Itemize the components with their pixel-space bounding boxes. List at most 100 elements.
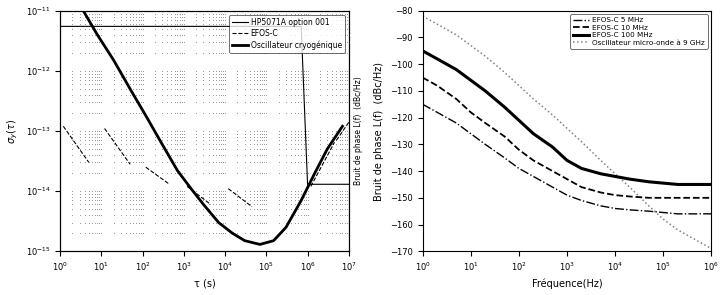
HP5071A option 001: [158, 24, 167, 28]
EFOS-C 10 MHz: [692, 196, 701, 200]
Oscillateur cryogénique: [297, 199, 305, 202]
EFOS-C 5 MHz: [500, 156, 509, 160]
EFOS-C 100 MHz: [659, 181, 668, 185]
EFOS-C 100 MHz: [481, 89, 489, 93]
Oscillateur cryogénique: [158, 142, 167, 146]
EFOS-C 100 MHz: [563, 159, 571, 162]
Oscillateur micro-onde à 9 GHz: [577, 140, 586, 143]
Oscillateur cryogénique: [80, 12, 89, 15]
EFOS-C 100 MHz: [418, 49, 427, 53]
HP5071A option 001: [180, 24, 189, 28]
EFOS-C 10 MHz: [645, 196, 653, 200]
EFOS-C 100 MHz: [529, 132, 538, 135]
Oscillateur cryogénique: [109, 58, 118, 62]
Oscillateur micro-onde à 9 GHz: [692, 239, 701, 242]
EFOS-C 100 MHz: [625, 177, 634, 181]
Line: EFOS-C 5 MHz: EFOS-C 5 MHz: [423, 104, 711, 214]
EFOS-C 10 MHz: [500, 135, 509, 138]
Oscillateur cryogénique: [141, 114, 150, 117]
Oscillateur micro-onde à 9 GHz: [707, 247, 716, 250]
EFOS-C 10 MHz: [610, 194, 619, 197]
EFOS-C 5 MHz: [610, 207, 619, 210]
Y-axis label: $\sigma_y(\tau)$: $\sigma_y(\tau)$: [6, 119, 20, 144]
HP5071A option 001: [199, 24, 208, 28]
X-axis label: τ (s): τ (s): [194, 279, 215, 289]
EFOS-C 100 MHz: [610, 175, 619, 178]
HP5071A option 001: [220, 24, 229, 28]
EFOS-C 10 MHz: [452, 97, 460, 101]
Oscillateur micro-onde à 9 GHz: [481, 54, 489, 58]
EFOS-C 10 MHz: [577, 185, 586, 189]
Oscillateur micro-onde à 9 GHz: [418, 14, 427, 18]
EFOS-C 100 MHz: [548, 145, 557, 149]
Legend: HP5071A option 001, EFOS-C, Oscillateur cryogénique: HP5071A option 001, EFOS-C, Oscillateur …: [229, 14, 345, 53]
Oscillateur micro-onde à 9 GHz: [500, 71, 509, 74]
Oscillateur cryogénique: [199, 203, 208, 206]
EFOS-C 5 MHz: [645, 209, 653, 213]
EFOS-C 5 MHz: [418, 103, 427, 106]
EFOS-C 100 MHz: [597, 172, 605, 176]
Oscillateur micro-onde à 9 GHz: [625, 185, 634, 189]
HP5071A option 001: [297, 24, 305, 28]
Oscillateur micro-onde à 9 GHz: [610, 172, 619, 176]
Legend: EFOS-C 5 MHz, EFOS-C 10 MHz, EFOS-C 100 MHz, Oscillateur micro-onde à 9 GHz: EFOS-C 5 MHz, EFOS-C 10 MHz, EFOS-C 100 …: [571, 14, 708, 49]
EFOS-C 100 MHz: [692, 183, 701, 186]
X-axis label: Fréquence(Hz): Fréquence(Hz): [531, 279, 602, 289]
Oscillateur micro-onde à 9 GHz: [452, 33, 460, 37]
EFOS-C: [59, 124, 67, 128]
EFOS-C: [85, 161, 94, 164]
EFOS-C 10 MHz: [418, 76, 427, 79]
Line: Oscillateur micro-onde à 9 GHz: Oscillateur micro-onde à 9 GHz: [423, 16, 711, 249]
HP5071A option 001: [117, 24, 125, 28]
Oscillateur cryogénique: [173, 169, 182, 172]
EFOS-C 10 MHz: [659, 196, 668, 200]
EFOS-C 10 MHz: [563, 177, 571, 181]
Oscillateur micro-onde à 9 GHz: [515, 84, 523, 87]
EFOS-C 10 MHz: [707, 196, 716, 200]
EFOS-C 5 MHz: [563, 194, 571, 197]
EFOS-C 5 MHz: [452, 121, 460, 125]
EFOS-C 5 MHz: [577, 199, 586, 202]
EFOS-C 10 MHz: [515, 148, 523, 152]
Oscillateur cryogénique: [241, 239, 249, 242]
HP5071A option 001: [138, 24, 147, 28]
EFOS-C 10 MHz: [481, 121, 489, 125]
Line: EFOS-C 100 MHz: EFOS-C 100 MHz: [423, 51, 711, 184]
Oscillateur micro-onde à 9 GHz: [433, 22, 442, 26]
Oscillateur cryogénique: [187, 187, 196, 190]
HP5071A option 001: [75, 24, 84, 28]
Line: Oscillateur cryogénique: Oscillateur cryogénique: [60, 0, 342, 245]
EFOS-C 5 MHz: [548, 185, 557, 189]
EFOS-C 5 MHz: [433, 111, 442, 114]
Oscillateur micro-onde à 9 GHz: [597, 159, 605, 162]
HP5071A option 001: [56, 24, 65, 28]
Oscillateur micro-onde à 9 GHz: [466, 44, 475, 47]
Oscillateur cryogénique: [93, 33, 102, 37]
EFOS-C 5 MHz: [707, 212, 716, 216]
EFOS-C 5 MHz: [692, 212, 701, 216]
Oscillateur cryogénique: [310, 171, 319, 175]
Oscillateur micro-onde à 9 GHz: [529, 97, 538, 101]
Oscillateur cryogénique: [125, 87, 134, 91]
EFOS-C 10 MHz: [625, 195, 634, 198]
Y-axis label: Bruit de phase L(f)  (dBc/Hz): Bruit de phase L(f) (dBc/Hz): [355, 77, 363, 185]
Oscillateur micro-onde à 9 GHz: [645, 204, 653, 208]
EFOS-C 100 MHz: [645, 180, 653, 183]
EFOS-C 10 MHz: [529, 159, 538, 162]
EFOS-C 100 MHz: [707, 183, 716, 186]
EFOS-C 100 MHz: [433, 57, 442, 61]
Oscillateur cryogénique: [281, 226, 290, 229]
EFOS-C 5 MHz: [481, 142, 489, 146]
EFOS-C 10 MHz: [466, 111, 475, 114]
Oscillateur cryogénique: [256, 243, 265, 246]
Oscillateur cryogénique: [228, 231, 236, 235]
HP5071A option 001: [97, 24, 106, 28]
HP5071A option 001: [241, 24, 249, 28]
EFOS-C 5 MHz: [597, 204, 605, 208]
EFOS-C 100 MHz: [500, 105, 509, 109]
EFOS-C 5 MHz: [466, 132, 475, 135]
EFOS-C 5 MHz: [529, 175, 538, 178]
HP5071A option 001: [262, 24, 270, 28]
Line: EFOS-C: EFOS-C: [63, 126, 89, 163]
Line: HP5071A option 001: HP5071A option 001: [60, 26, 349, 184]
